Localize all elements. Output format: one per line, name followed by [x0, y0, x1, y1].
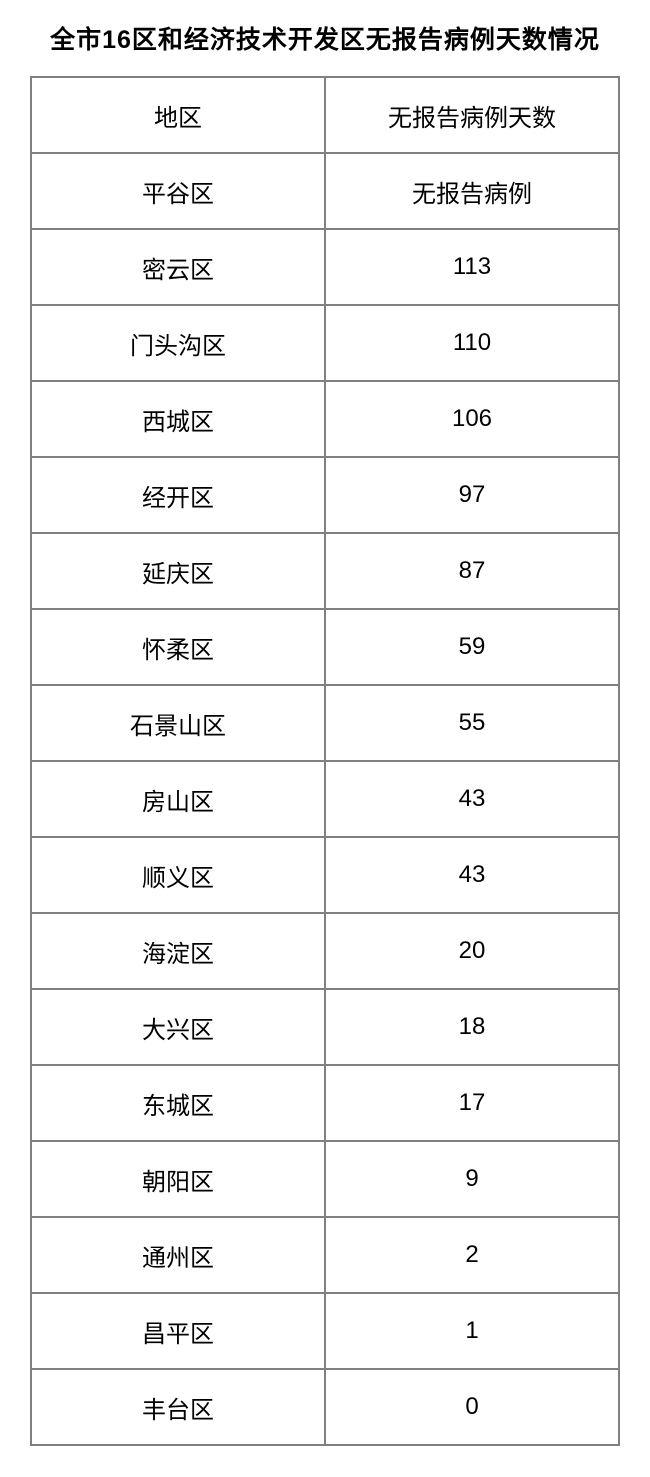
table-row: 昌平区1: [31, 1293, 619, 1369]
cell-district: 大兴区: [31, 989, 325, 1065]
table-row: 海淀区20: [31, 913, 619, 989]
cell-days: 无报告病例: [325, 153, 619, 229]
cell-district: 通州区: [31, 1217, 325, 1293]
cell-days: 20: [325, 913, 619, 989]
table-row: 大兴区18: [31, 989, 619, 1065]
cell-district: 延庆区: [31, 533, 325, 609]
table-body: 平谷区无报告病例密云区113门头沟区110西城区106经开区97延庆区87怀柔区…: [31, 153, 619, 1445]
cell-days: 0: [325, 1369, 619, 1445]
cell-days: 1: [325, 1293, 619, 1369]
table-row: 石景山区55: [31, 685, 619, 761]
cell-district: 房山区: [31, 761, 325, 837]
table-row: 西城区106: [31, 381, 619, 457]
cell-district: 昌平区: [31, 1293, 325, 1369]
table-header-row: 地区 无报告病例天数: [31, 77, 619, 153]
cell-days: 106: [325, 381, 619, 457]
cell-district: 平谷区: [31, 153, 325, 229]
table-row: 密云区113: [31, 229, 619, 305]
table-row: 经开区97: [31, 457, 619, 533]
table-row: 平谷区无报告病例: [31, 153, 619, 229]
cell-days: 9: [325, 1141, 619, 1217]
cell-days: 2: [325, 1217, 619, 1293]
table-row: 怀柔区59: [31, 609, 619, 685]
cell-days: 59: [325, 609, 619, 685]
table-row: 东城区17: [31, 1065, 619, 1141]
cell-district: 东城区: [31, 1065, 325, 1141]
table-row: 通州区2: [31, 1217, 619, 1293]
cell-days: 43: [325, 761, 619, 837]
cell-days: 87: [325, 533, 619, 609]
cell-district: 丰台区: [31, 1369, 325, 1445]
data-table: 地区 无报告病例天数 平谷区无报告病例密云区113门头沟区110西城区106经开…: [30, 76, 620, 1446]
table-row: 丰台区0: [31, 1369, 619, 1445]
cell-district: 朝阳区: [31, 1141, 325, 1217]
cell-district: 门头沟区: [31, 305, 325, 381]
page-title: 全市16区和经济技术开发区无报告病例天数情况: [30, 20, 620, 56]
cell-days: 18: [325, 989, 619, 1065]
cell-days: 43: [325, 837, 619, 913]
cell-district: 西城区: [31, 381, 325, 457]
table-row: 顺义区43: [31, 837, 619, 913]
cell-days: 97: [325, 457, 619, 533]
table-row: 门头沟区110: [31, 305, 619, 381]
cell-district: 密云区: [31, 229, 325, 305]
table-row: 房山区43: [31, 761, 619, 837]
cell-days: 110: [325, 305, 619, 381]
cell-days: 17: [325, 1065, 619, 1141]
cell-district: 石景山区: [31, 685, 325, 761]
cell-district: 怀柔区: [31, 609, 325, 685]
table-row: 朝阳区9: [31, 1141, 619, 1217]
table-row: 延庆区87: [31, 533, 619, 609]
column-header-district: 地区: [31, 77, 325, 153]
cell-days: 55: [325, 685, 619, 761]
cell-days: 113: [325, 229, 619, 305]
column-header-days: 无报告病例天数: [325, 77, 619, 153]
cell-district: 海淀区: [31, 913, 325, 989]
cell-district: 顺义区: [31, 837, 325, 913]
cell-district: 经开区: [31, 457, 325, 533]
